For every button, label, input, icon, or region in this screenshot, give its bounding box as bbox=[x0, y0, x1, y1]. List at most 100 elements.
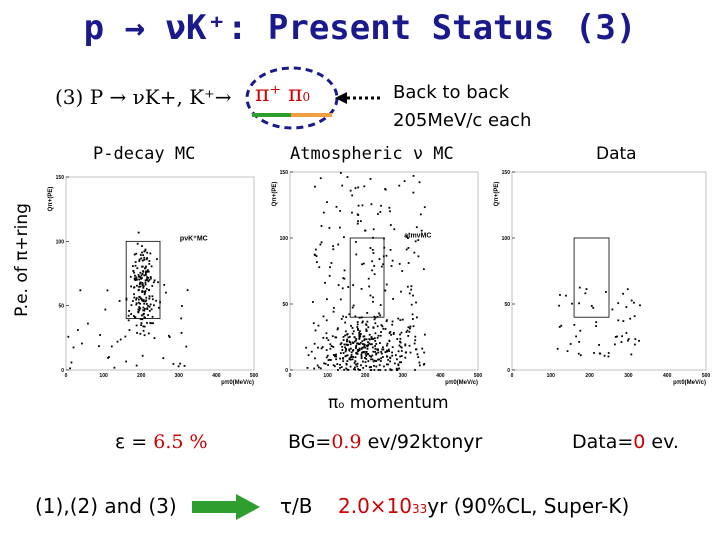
data-label: Data= bbox=[572, 431, 634, 453]
y-tick-label: 150 bbox=[56, 175, 65, 181]
pi-zero-subscript: 0 bbox=[302, 90, 311, 104]
data-point bbox=[145, 287, 148, 290]
data-point bbox=[369, 294, 372, 297]
data-point bbox=[79, 289, 82, 292]
data-point bbox=[141, 318, 144, 321]
data-point bbox=[394, 354, 397, 357]
data-point bbox=[181, 305, 183, 307]
data-point bbox=[367, 344, 370, 346]
data-point bbox=[143, 290, 146, 293]
data-point bbox=[622, 320, 625, 322]
data-point bbox=[363, 345, 366, 348]
data-point bbox=[381, 325, 384, 328]
data-point bbox=[141, 314, 143, 317]
data-point bbox=[324, 362, 327, 365]
data-point bbox=[613, 343, 616, 346]
data-point bbox=[381, 348, 384, 351]
data-point bbox=[413, 342, 416, 345]
data-point bbox=[177, 365, 180, 368]
data-point bbox=[361, 343, 364, 345]
data-point bbox=[186, 289, 189, 292]
data-point bbox=[147, 280, 150, 283]
data-point bbox=[390, 369, 393, 371]
data-point bbox=[351, 332, 354, 335]
data-point bbox=[634, 343, 636, 346]
data-point bbox=[325, 319, 328, 322]
data-point bbox=[387, 358, 390, 361]
data-point bbox=[410, 285, 413, 288]
data-point bbox=[392, 333, 395, 336]
data-point bbox=[354, 356, 357, 359]
data-point bbox=[335, 353, 337, 356]
data-point bbox=[69, 367, 71, 370]
data-point bbox=[372, 350, 375, 353]
data-point bbox=[389, 357, 392, 359]
data-point bbox=[148, 297, 151, 300]
data-point bbox=[113, 366, 116, 369]
data-point bbox=[344, 350, 347, 353]
data-point bbox=[144, 290, 147, 292]
data-point bbox=[325, 349, 328, 351]
data-point bbox=[132, 270, 135, 272]
data-point bbox=[139, 271, 142, 274]
data-point bbox=[376, 325, 379, 328]
data-point bbox=[130, 313, 133, 315]
data-point bbox=[410, 288, 413, 291]
data-point bbox=[363, 339, 366, 341]
data-point bbox=[76, 329, 79, 331]
data-point bbox=[148, 279, 151, 281]
data-point bbox=[389, 248, 392, 251]
data-point bbox=[337, 243, 340, 246]
data-point bbox=[137, 308, 140, 311]
data-point bbox=[349, 358, 352, 361]
data-point bbox=[313, 342, 316, 345]
dotted-arrow-icon bbox=[335, 92, 383, 104]
data-point bbox=[152, 304, 155, 307]
data-point bbox=[327, 339, 330, 342]
data-point bbox=[398, 361, 401, 364]
data-point bbox=[411, 318, 414, 320]
data-point bbox=[370, 369, 373, 371]
data-point bbox=[372, 360, 375, 363]
data-point bbox=[106, 289, 109, 292]
data-points bbox=[67, 231, 189, 370]
data-point bbox=[314, 254, 317, 257]
data-point bbox=[401, 270, 404, 272]
data-point bbox=[185, 345, 188, 348]
data-point bbox=[390, 333, 392, 336]
data-point bbox=[314, 248, 317, 251]
data-point bbox=[389, 331, 392, 333]
data-point bbox=[599, 352, 602, 355]
data-point bbox=[151, 298, 154, 301]
data-point bbox=[358, 347, 361, 350]
data-point bbox=[326, 354, 329, 357]
y-tick-label: 150 bbox=[502, 170, 511, 176]
data-point bbox=[145, 271, 148, 273]
data-point bbox=[411, 313, 414, 316]
data-point bbox=[391, 320, 394, 323]
data-point bbox=[375, 360, 378, 362]
data-point bbox=[362, 366, 365, 369]
data-point bbox=[343, 236, 345, 239]
data-point bbox=[345, 362, 348, 365]
data-point bbox=[314, 185, 316, 188]
data-point bbox=[140, 322, 143, 324]
data-point bbox=[391, 346, 394, 349]
data-point bbox=[355, 339, 357, 342]
data-point bbox=[145, 265, 147, 268]
data-point bbox=[362, 262, 365, 265]
data-point bbox=[360, 348, 363, 350]
data-point bbox=[135, 298, 138, 301]
data-point bbox=[419, 213, 422, 216]
data-point bbox=[571, 302, 573, 305]
data-point bbox=[621, 335, 624, 338]
data-point bbox=[145, 258, 148, 261]
data-point bbox=[134, 316, 137, 319]
data-point bbox=[617, 302, 620, 305]
data-point bbox=[142, 254, 145, 257]
data-point bbox=[138, 309, 141, 312]
data-point bbox=[342, 357, 344, 360]
data-point bbox=[332, 346, 335, 348]
data-point bbox=[364, 229, 366, 232]
data-point bbox=[146, 251, 149, 254]
